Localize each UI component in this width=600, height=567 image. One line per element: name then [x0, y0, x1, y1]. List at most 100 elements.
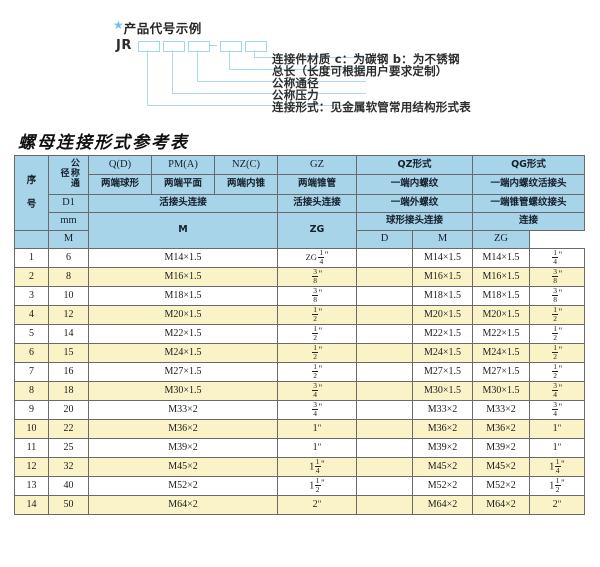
cell-qg-zg: 1 1 2 " [529, 475, 585, 496]
cell-qg-zg: 3 8 " [529, 266, 585, 287]
cell-seq: 9 [14, 399, 49, 420]
header-seq-line2: 号 [26, 198, 37, 210]
code-label-material: 连接件材质 c：为碳钢 b：为不锈钢 [272, 52, 460, 66]
cell-qz-m [356, 342, 413, 363]
cell-qg-m: M27×1.5 [472, 361, 530, 382]
code-label-conn-type: 连接形式：见金属软管常用结构形式表 [272, 100, 471, 114]
cell-thread-m: M33×2 [88, 399, 278, 420]
leader-line-h-4 [229, 69, 366, 71]
header-unit-qg-m: M [412, 229, 473, 249]
cell-qz-d: M20×1.5 [412, 304, 473, 325]
table-body: 1 6 M14×1.5 ZG 1 4 " M14×1.5 M14×1.5 1 4 " 2 8 M16×1.5… [14, 247, 585, 515]
cell-qg-m: M16×1.5 [472, 266, 530, 287]
header-conn-gz: 活接头连接 [277, 193, 357, 213]
cell-qz-m [356, 418, 413, 439]
table-row: 7 16 M27×1.5 1 2 " M27×1.5 M27×1.5 1 2 " [14, 361, 585, 382]
cell-qz-d: M39×2 [412, 437, 473, 458]
cell-qg-m: M24×1.5 [472, 342, 530, 363]
cell-qz-d: M24×1.5 [412, 342, 473, 363]
product-code-title-text: 产品代号示例 [123, 21, 202, 36]
cell-nominal-bore: 25 [48, 437, 89, 458]
leader-line-h-3 [197, 81, 366, 83]
cell-gz-zg: 1 2 " [277, 323, 357, 344]
leader-line-h-1 [147, 105, 366, 107]
cell-qg-zg: 2" [529, 494, 585, 515]
cell-qg-zg: 1 2 " [529, 361, 585, 382]
cell-thread-m: M27×1.5 [88, 361, 278, 382]
cell-qg-m: M20×1.5 [472, 304, 530, 325]
cell-gz-zg: 3 8 " [277, 266, 357, 287]
table-row: 3 10 M18×1.5 3 8 " M18×1.5 M18×1.5 3 8 " [14, 285, 585, 306]
code-box-5 [245, 41, 267, 52]
header-group-qd: Q(D) [88, 154, 152, 176]
cell-qz-d: M64×2 [412, 494, 473, 515]
header-shape-pma: 两端平面 [151, 174, 215, 195]
cell-qz-d: M45×2 [412, 456, 473, 477]
cell-qg-m: M52×2 [472, 475, 530, 496]
header-row-group: 序 号 公称通径 Q(D) PM(A) NZ(C) GZ QZ形式 QG形式 [14, 154, 585, 231]
cell-qg-zg: 1 2 " [529, 304, 585, 325]
cell-gz-zg: 1 2 " [277, 342, 357, 363]
cell-nominal-bore: 12 [48, 304, 89, 325]
header-group-nzc: NZ(C) [214, 154, 278, 176]
cell-qg-zg: 1 1 4 " [529, 456, 585, 477]
code-prefix-label: JR [116, 38, 132, 53]
header-seq: 序 号 [14, 155, 49, 231]
table-row: 1 6 M14×1.5 ZG 1 4 " M14×1.5 M14×1.5 1 4 " [14, 247, 585, 268]
cell-gz-zg: 1 1 2 " [277, 475, 357, 496]
leader-line-v-4 [229, 50, 231, 70]
cell-thread-m: M20×1.5 [88, 304, 278, 325]
header-group-qz: QZ形式 [356, 154, 473, 176]
code-label-length: 总长（长度可根据用户要求定制） [272, 64, 448, 78]
cell-thread-m: M45×2 [88, 456, 278, 477]
cell-qz-m [356, 456, 413, 477]
cell-qz-m [356, 494, 413, 515]
cell-gz-zg: 3 4 " [277, 399, 357, 420]
star-icon: ★ [113, 18, 124, 32]
cell-nominal-bore: 10 [48, 285, 89, 306]
table-row: 12 32 M45×2 1 1 4 " M45×2 M45×2 1 1 4 " [14, 456, 585, 477]
header-unit-blank [14, 229, 49, 249]
cell-thread-m: M36×2 [88, 418, 278, 439]
cell-gz-zg: 1 2 " [277, 361, 357, 382]
code-box-3 [188, 41, 210, 52]
cell-thread-m: M16×1.5 [88, 266, 278, 287]
cell-gz-zg: 3 4 " [277, 380, 357, 401]
leader-line-v-3 [197, 50, 199, 82]
cell-nominal-bore: 8 [48, 266, 89, 287]
cell-qz-m [356, 247, 413, 268]
table-row: 6 15 M24×1.5 1 2 " M24×1.5 M24×1.5 1 2 " [14, 342, 585, 363]
table-row: 10 22 M36×2 1" M36×2 M36×2 1" [14, 418, 585, 439]
leader-line-v-1 [147, 50, 149, 106]
cell-gz-zg: 1 2 " [277, 304, 357, 325]
cell-gz-zg: 1" [277, 418, 357, 439]
cell-seq: 1 [14, 247, 49, 268]
cell-seq: 4 [14, 304, 49, 325]
cell-qz-m [356, 437, 413, 458]
cell-qz-m [356, 285, 413, 306]
cell-qg-m: M45×2 [472, 456, 530, 477]
header-conn2-qz: 球形接头连接 [356, 211, 473, 231]
cell-qg-zg: 1 4 " [529, 247, 585, 268]
header-conn-union: 活接头连接 [88, 193, 278, 213]
header-nominal-bore: 公称通径 [48, 155, 89, 195]
cell-qz-m [356, 266, 413, 287]
cell-qz-d: M27×1.5 [412, 361, 473, 382]
code-box-4 [220, 41, 242, 52]
cell-seq: 10 [14, 418, 49, 439]
header-shape-qd: 两端球形 [88, 174, 152, 195]
cell-qg-zg: 3 4 " [529, 380, 585, 401]
cell-qg-zg: 3 8 " [529, 285, 585, 306]
cell-nominal-bore: 40 [48, 475, 89, 496]
cell-qg-zg: 3 4 " [529, 399, 585, 420]
cell-qz-m [356, 475, 413, 496]
cell-qz-m [356, 323, 413, 344]
cell-seq: 6 [14, 342, 49, 363]
cell-thread-m: M18×1.5 [88, 285, 278, 306]
cell-qz-d: M16×1.5 [412, 266, 473, 287]
header-unit-qz-m: M [48, 229, 89, 249]
cell-seq: 14 [14, 494, 49, 515]
cell-gz-zg: 1 1 4 " [277, 456, 357, 477]
header-unit-qg-zg: ZG [472, 229, 530, 249]
code-label-bore: 公称通径 [272, 76, 319, 90]
